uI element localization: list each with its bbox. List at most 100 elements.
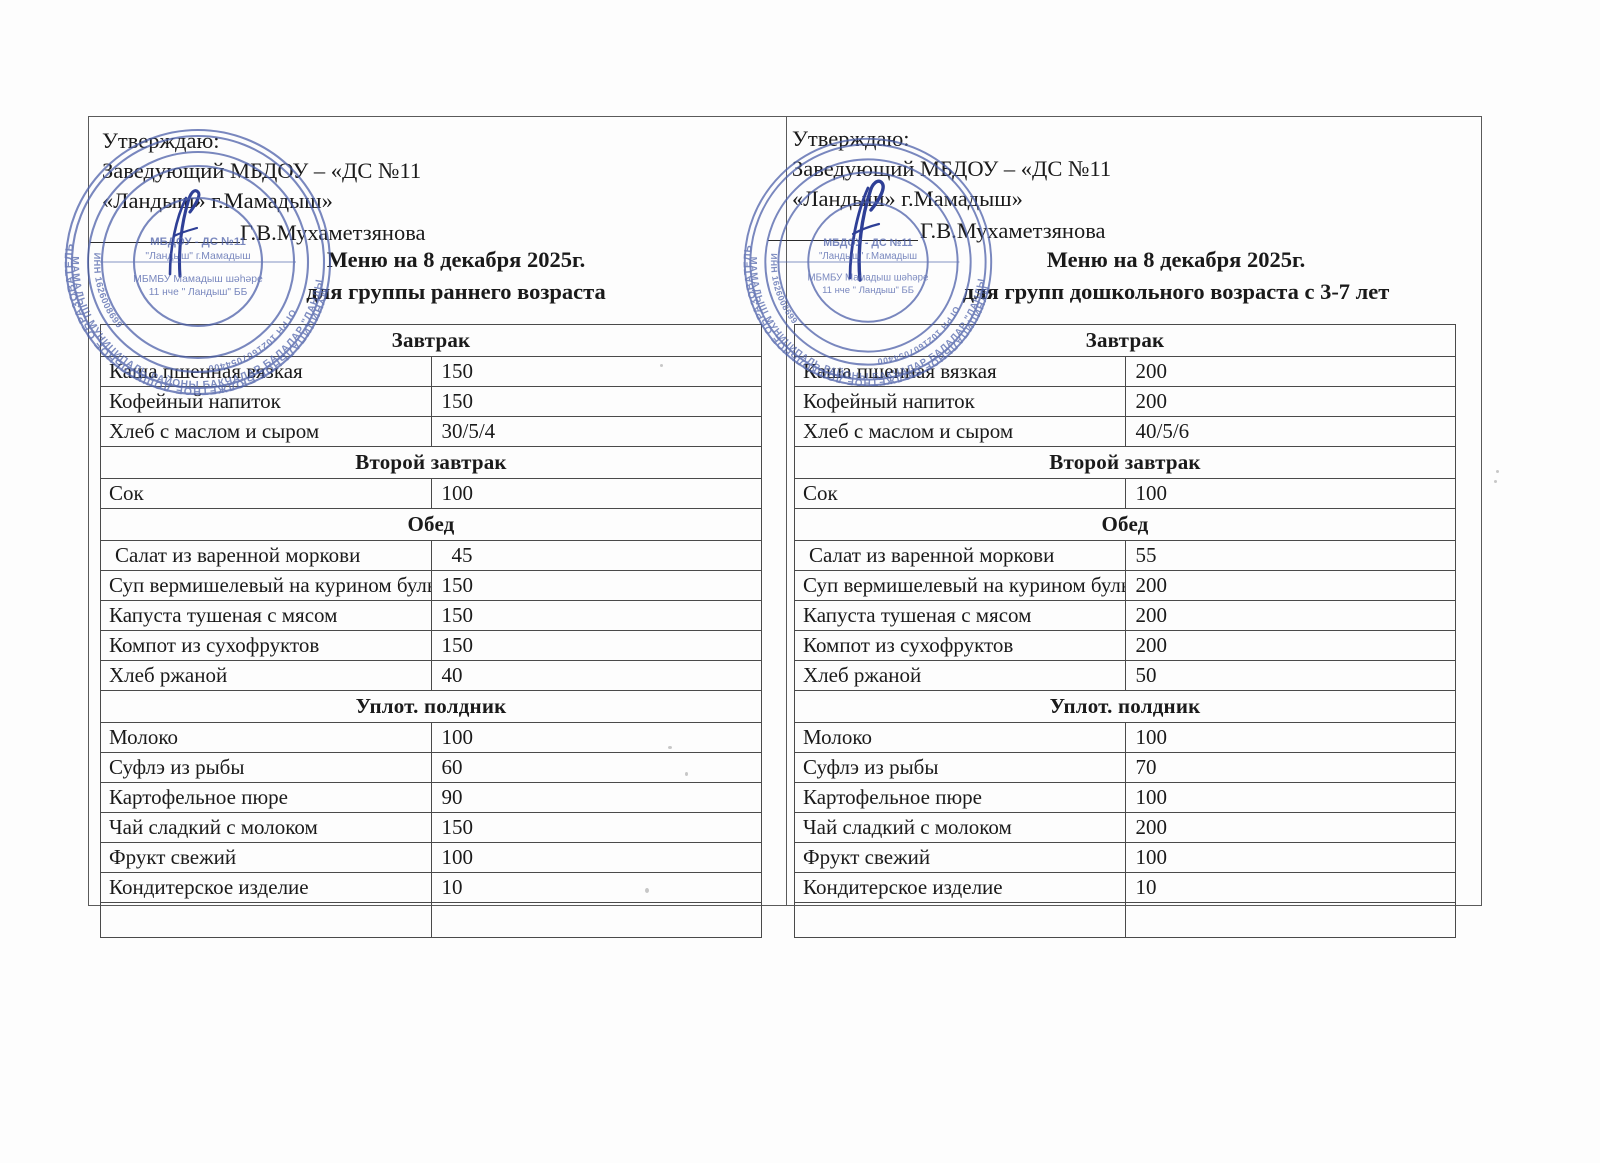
menu-item-dish: Чай сладкий с молоком bbox=[100, 812, 432, 843]
menu-item-amount: 200 bbox=[1124, 812, 1456, 843]
menu-item-row: Молоко 100 bbox=[100, 722, 762, 753]
menu-item-row: Салат из варенной моркови 55 bbox=[794, 540, 1456, 571]
menu-item-row: Хлеб ржаной 40 bbox=[100, 660, 762, 691]
menu-item-amount: 55 bbox=[1124, 540, 1456, 571]
menu-item-dish: Каша пшенная вязкая bbox=[794, 356, 1126, 387]
menu-table-left: Завтрак Каша пшенная вязкая 150 Кофейный на… bbox=[100, 324, 762, 938]
menu-item-dish: Чай сладкий с молоком bbox=[794, 812, 1126, 843]
menu-title-line-2: для групп дошкольного возраста с 3-7 лет bbox=[962, 278, 1390, 304]
menu-item-dish: Капуста тушеная с мясом bbox=[100, 600, 432, 631]
menu-section-label: Обед bbox=[794, 508, 1456, 541]
menu-item-row: Суп вермишелевый на курином бульоне200 bbox=[794, 570, 1456, 601]
menu-item-dish: Кондитерское изделие bbox=[100, 872, 432, 903]
menu-item-dish: Суфлэ из рыбы bbox=[100, 752, 432, 783]
menu-item-row: Салат из варенной моркови 45 bbox=[100, 540, 762, 571]
menu-item-dish: Компот из сухофруктов bbox=[794, 630, 1126, 661]
menu-item-row: Сок 100 bbox=[100, 478, 762, 509]
menu-item-dish bbox=[794, 902, 1126, 938]
menu-section-label: Уплот. полдник bbox=[100, 690, 762, 723]
approval-line-1: Утверждаю: bbox=[102, 128, 220, 153]
menu-item-dish: Сок bbox=[100, 478, 432, 509]
approval-line-3: «Ландыш» г.Мамадыш» bbox=[102, 188, 333, 214]
menu-empty-row bbox=[100, 902, 762, 938]
scan-speck bbox=[1496, 470, 1499, 473]
menu-right-preschool-age: Утверждаю: Заведующий МБДОУ – «ДС №11 «Л… bbox=[768, 116, 1482, 938]
menu-item-amount: 200 bbox=[1124, 570, 1456, 601]
menu-item-amount: 100 bbox=[430, 842, 762, 873]
menu-title-line-2: для группы раннего возраста bbox=[306, 278, 606, 304]
approval-line-1: Утверждаю: bbox=[792, 126, 910, 151]
scan-speck bbox=[1494, 480, 1497, 483]
menu-item-amount: 30/5/4 bbox=[430, 416, 762, 447]
menu-table-body: Завтрак Каша пшенная вязкая 150 Кофейный на… bbox=[100, 324, 762, 938]
menu-item-dish: Фрукт свежий bbox=[100, 842, 432, 873]
menu-item-amount: 40 bbox=[430, 660, 762, 691]
menu-title-line-1: Меню на 8 декабря 2025г. bbox=[326, 247, 586, 272]
menu-item-amount: 150 bbox=[430, 812, 762, 843]
menu-item-amount: 45 bbox=[430, 540, 762, 571]
menu-item-row: Чай сладкий с молоком 200 bbox=[794, 812, 1456, 843]
menu-item-row: Чай сладкий с молоком 150 bbox=[100, 812, 762, 843]
menu-item-dish: Хлеб ржаной bbox=[100, 660, 432, 691]
menu-item-row: Фрукт свежий 100 bbox=[794, 842, 1456, 873]
menu-item-dish: Фрукт свежий bbox=[794, 842, 1126, 873]
menu-item-row: Кондитерское изделие 10 bbox=[100, 872, 762, 903]
menu-item-dish: Суп вермишелевый на курином бульоне bbox=[794, 570, 1126, 601]
menu-item-row: Капуста тушеная с мясом 150 bbox=[100, 600, 762, 631]
menu-item-amount: 100 bbox=[1124, 722, 1456, 753]
menu-item-amount: 100 bbox=[1124, 782, 1456, 813]
menu-section-label: Второй завтрак bbox=[794, 446, 1456, 479]
menu-item-amount: 200 bbox=[1124, 600, 1456, 631]
menu-item-row: Каша пшенная вязкая 150 bbox=[100, 356, 762, 387]
menu-section-label: Завтрак bbox=[100, 324, 762, 357]
approval-block-left: Утверждаю: Заведующий МБДОУ – «ДС №11 «Л… bbox=[90, 126, 426, 278]
menu-section-header-row: Обед bbox=[794, 508, 1456, 541]
menu-item-amount bbox=[430, 902, 762, 938]
menu-item-amount: 200 bbox=[1124, 356, 1456, 387]
menu-item-row: Картофельное пюре 90 bbox=[100, 782, 762, 813]
menu-item-amount: 60 bbox=[430, 752, 762, 783]
menu-section-header-row: Второй завтрак bbox=[794, 446, 1456, 479]
approval-line-2: Заведующий МБДОУ – «ДС №11 bbox=[102, 158, 422, 184]
menu-section-header-row: Уплот. полдник bbox=[794, 690, 1456, 723]
scan-speck bbox=[660, 364, 663, 367]
menu-title-left: Меню на 8 декабря 2025г. для группы ранн… bbox=[216, 244, 696, 308]
menu-title-right: Меню на 8 декабря 2025г. для групп дошко… bbox=[906, 244, 1446, 308]
menu-item-dish: Кондитерское изделие bbox=[794, 872, 1126, 903]
menu-item-amount: 150 bbox=[430, 356, 762, 387]
menu-section-header-row: Завтрак bbox=[100, 324, 762, 357]
menu-item-amount: 200 bbox=[1124, 630, 1456, 661]
scan-speck bbox=[668, 746, 672, 749]
menu-item-amount: 150 bbox=[430, 386, 762, 417]
menu-section-label: Уплот. полдник bbox=[794, 690, 1456, 723]
signatory-name: Г.В.Мухаметзянова bbox=[920, 218, 1106, 244]
menu-item-row: Кофейный напиток 200 bbox=[794, 386, 1456, 417]
menu-item-dish: Сок bbox=[794, 478, 1126, 509]
menu-item-row: Компот из сухофруктов 200 bbox=[794, 630, 1456, 661]
menu-item-dish: Компот из сухофруктов bbox=[100, 630, 432, 661]
menu-item-amount: 150 bbox=[430, 600, 762, 631]
menu-item-dish: Хлеб с маслом и сыром bbox=[100, 416, 432, 447]
menu-item-amount: 50 bbox=[1124, 660, 1456, 691]
menu-section-label: Второй завтрак bbox=[100, 446, 762, 479]
menu-item-dish: Кофейный напиток bbox=[794, 386, 1126, 417]
menu-item-row: Суп вермишелевый на курином бульоне150 bbox=[100, 570, 762, 601]
menu-item-dish: Суп вермишелевый на курином бульоне bbox=[100, 570, 432, 601]
menu-item-row: Хлеб с маслом и сыром 30/5/4 bbox=[100, 416, 762, 447]
menu-item-dish: Хлеб с маслом и сыром bbox=[794, 416, 1126, 447]
menu-table-body: Завтрак Каша пшенная вязкая 200 Кофейный на… bbox=[794, 324, 1456, 938]
document-outer-frame bbox=[88, 116, 1482, 906]
menu-item-row: Компот из сухофруктов 150 bbox=[100, 630, 762, 661]
menu-title-line-1: Меню на 8 декабря 2025г. bbox=[1046, 247, 1306, 272]
signature-rule bbox=[768, 240, 918, 242]
approval-block-right: Утверждаю: Заведующий МБДОУ – «ДС №11 «Л… bbox=[768, 124, 1111, 283]
menu-item-row: Сок 100 bbox=[794, 478, 1456, 509]
menu-section-header-row: Завтрак bbox=[794, 324, 1456, 357]
menu-item-amount: 100 bbox=[430, 478, 762, 509]
menu-item-row: Хлеб с маслом и сыром 40/5/6 bbox=[794, 416, 1456, 447]
menu-item-row: Фрукт свежий 100 bbox=[100, 842, 762, 873]
menu-item-dish bbox=[100, 902, 432, 938]
menu-item-amount: 200 bbox=[1124, 386, 1456, 417]
menu-left-early-age: Утверждаю: Заведующий МБДОУ – «ДС №11 «Л… bbox=[88, 116, 786, 938]
